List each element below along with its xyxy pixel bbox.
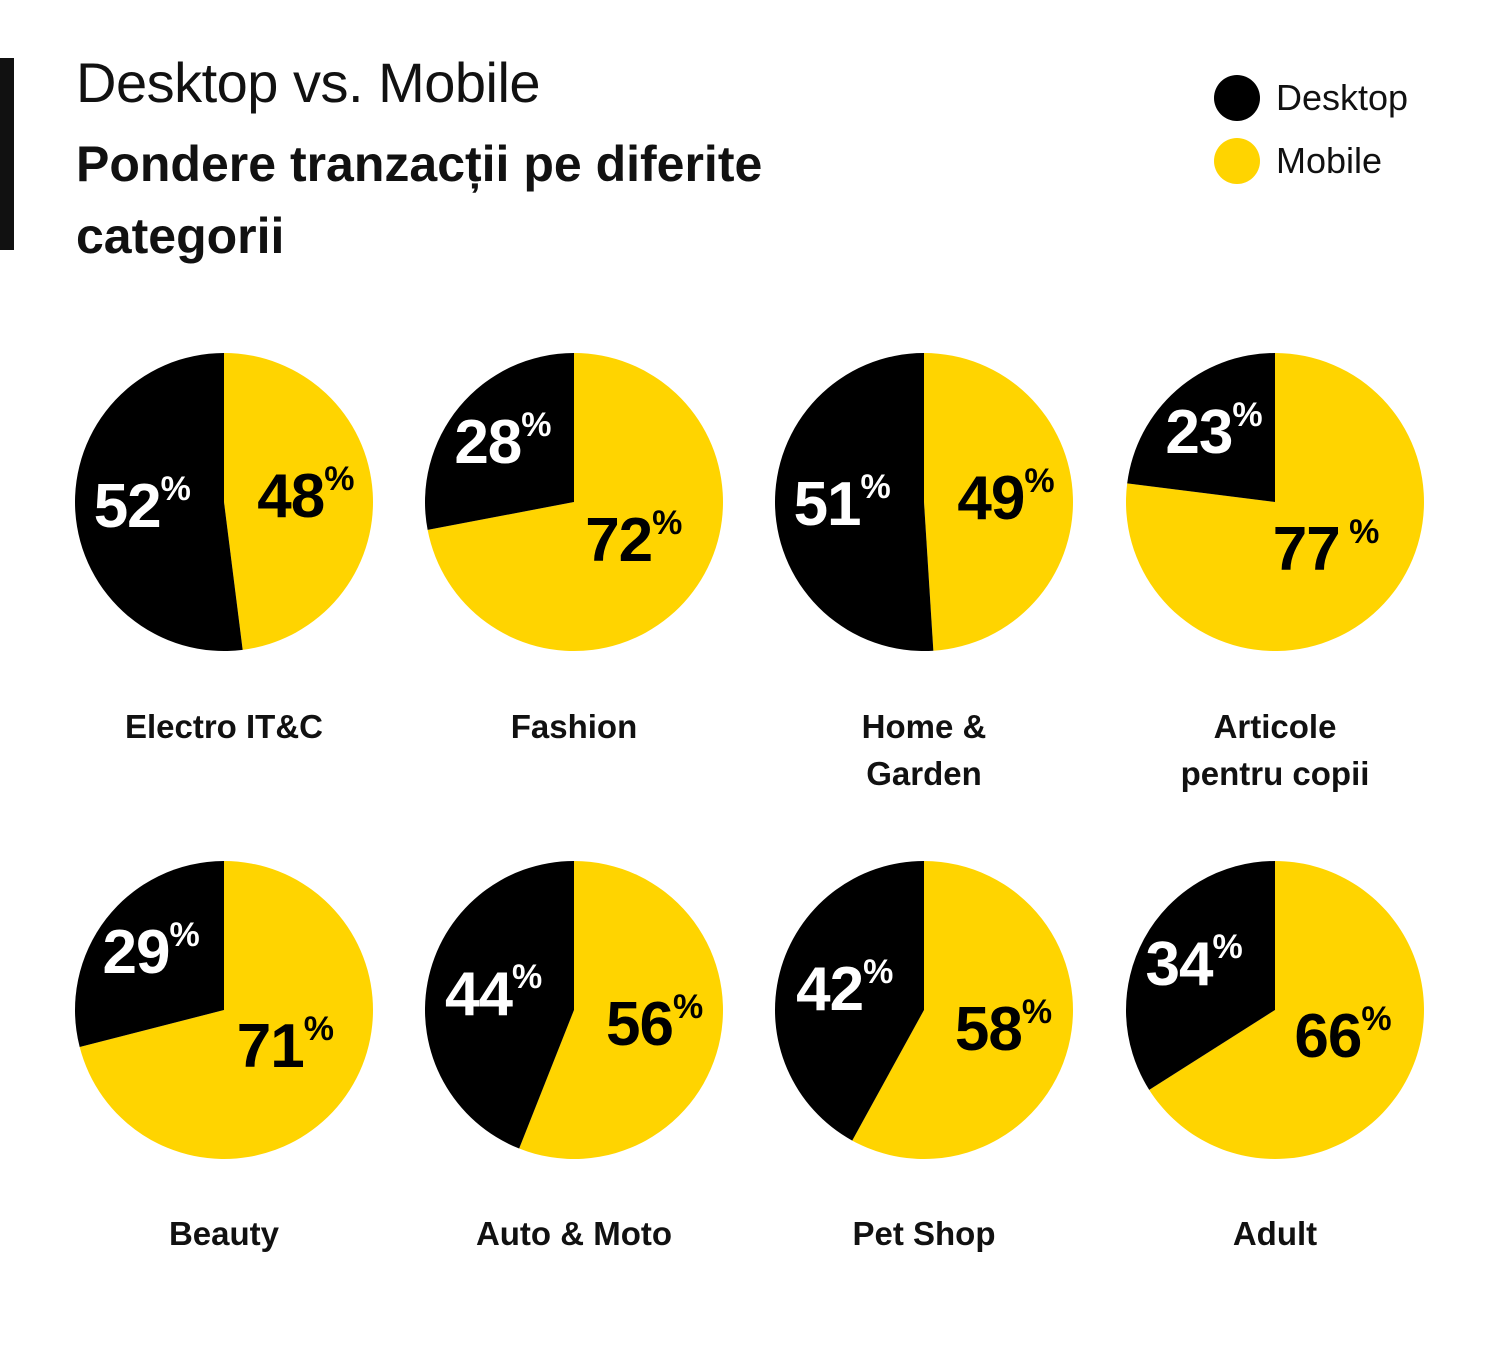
category-label-adult: Adult — [1232, 1215, 1318, 1252]
accent-bar — [0, 58, 14, 250]
slice-desktop-beauty — [74, 861, 224, 1048]
pct-label-mobile-fashion: 72% — [585, 504, 683, 576]
pct-label-desktop-home-and-garden: 51% — [793, 467, 891, 539]
slice-desktop-fashion — [424, 353, 574, 530]
slice-desktop-adult — [1126, 861, 1275, 1090]
category-label-beauty: Beauty — [168, 1215, 280, 1252]
category-label-home-and-garden: Home & Garden — [861, 708, 987, 792]
pct-label-desktop-auto-and-moto: 44% — [445, 957, 543, 1029]
legend-swatch-mobile — [1214, 137, 1260, 184]
legend-label-mobile: Mobile — [1276, 139, 1383, 181]
pct-label-mobile-auto-and-moto: 56% — [605, 988, 704, 1060]
pct-label-mobile-articole-pentru-copii: 77 % — [1272, 513, 1380, 585]
slice-desktop-articole-pentru-copii — [1127, 353, 1275, 502]
chart-title: Desktop vs. Mobile — [76, 51, 541, 114]
pct-label-mobile-beauty: 71% — [236, 1010, 334, 1082]
category-label-pet-shop: Pet Shop — [852, 1215, 996, 1252]
legend-swatch-desktop — [1214, 74, 1260, 121]
slice-desktop-electro-itandc — [75, 353, 243, 651]
pct-label-desktop-adult: 34% — [1145, 928, 1243, 1000]
slice-mobile-home-and-garden — [924, 353, 1073, 651]
slice-mobile-fashion — [427, 353, 723, 651]
category-label-fashion: Fashion — [510, 708, 638, 745]
slice-mobile-electro-itandc — [224, 353, 374, 650]
pct-label-desktop-pet-shop: 42% — [796, 952, 894, 1024]
legend: Desktop Mobile — [1214, 66, 1408, 192]
pct-label-mobile-pet-shop: 58% — [954, 993, 1053, 1065]
pct-label-desktop-electro-itandc: 52% — [93, 470, 191, 542]
pie-pet-shop — [774, 861, 1073, 1159]
legend-item-desktop: Desktop — [1214, 66, 1408, 129]
pct-label-mobile-electro-itandc: 48% — [257, 459, 355, 531]
slice-desktop-pet-shop — [774, 861, 924, 1141]
pct-label-desktop-articole-pentru-copii: 23% — [1165, 395, 1263, 467]
chart-subtitle: Pondere tranzacții pe diferite categorii — [76, 136, 763, 264]
legend-label-desktop: Desktop — [1276, 76, 1409, 118]
category-label-electro-itandc: Electro IT&C — [124, 708, 324, 745]
slice-mobile-adult — [1149, 861, 1425, 1159]
slice-mobile-beauty — [79, 861, 374, 1159]
pie-fashion — [424, 353, 723, 651]
pie-beauty — [74, 861, 374, 1159]
category-label-auto-and-moto: Auto & Moto — [475, 1215, 673, 1252]
category-label-articole-pentru-copii: Articole pentru copii — [1180, 708, 1370, 792]
legend-item-mobile: Mobile — [1214, 129, 1408, 192]
pct-label-desktop-beauty: 29% — [102, 916, 200, 988]
pie-electro-itandc — [75, 353, 374, 651]
pie-adult — [1126, 861, 1425, 1159]
pct-label-desktop-fashion: 28% — [454, 406, 552, 478]
pie-articole-pentru-copii — [1126, 353, 1424, 651]
slice-mobile-auto-and-moto — [519, 861, 723, 1159]
slice-desktop-home-and-garden — [774, 353, 934, 652]
pct-label-mobile-adult: 66% — [1294, 1000, 1392, 1072]
pie-home-and-garden — [774, 353, 1073, 652]
slice-desktop-auto-and-moto — [424, 861, 574, 1149]
pct-label-mobile-home-and-garden: 49% — [957, 462, 1055, 534]
pie-auto-and-moto — [424, 861, 723, 1159]
slice-mobile-pet-shop — [852, 861, 1073, 1159]
